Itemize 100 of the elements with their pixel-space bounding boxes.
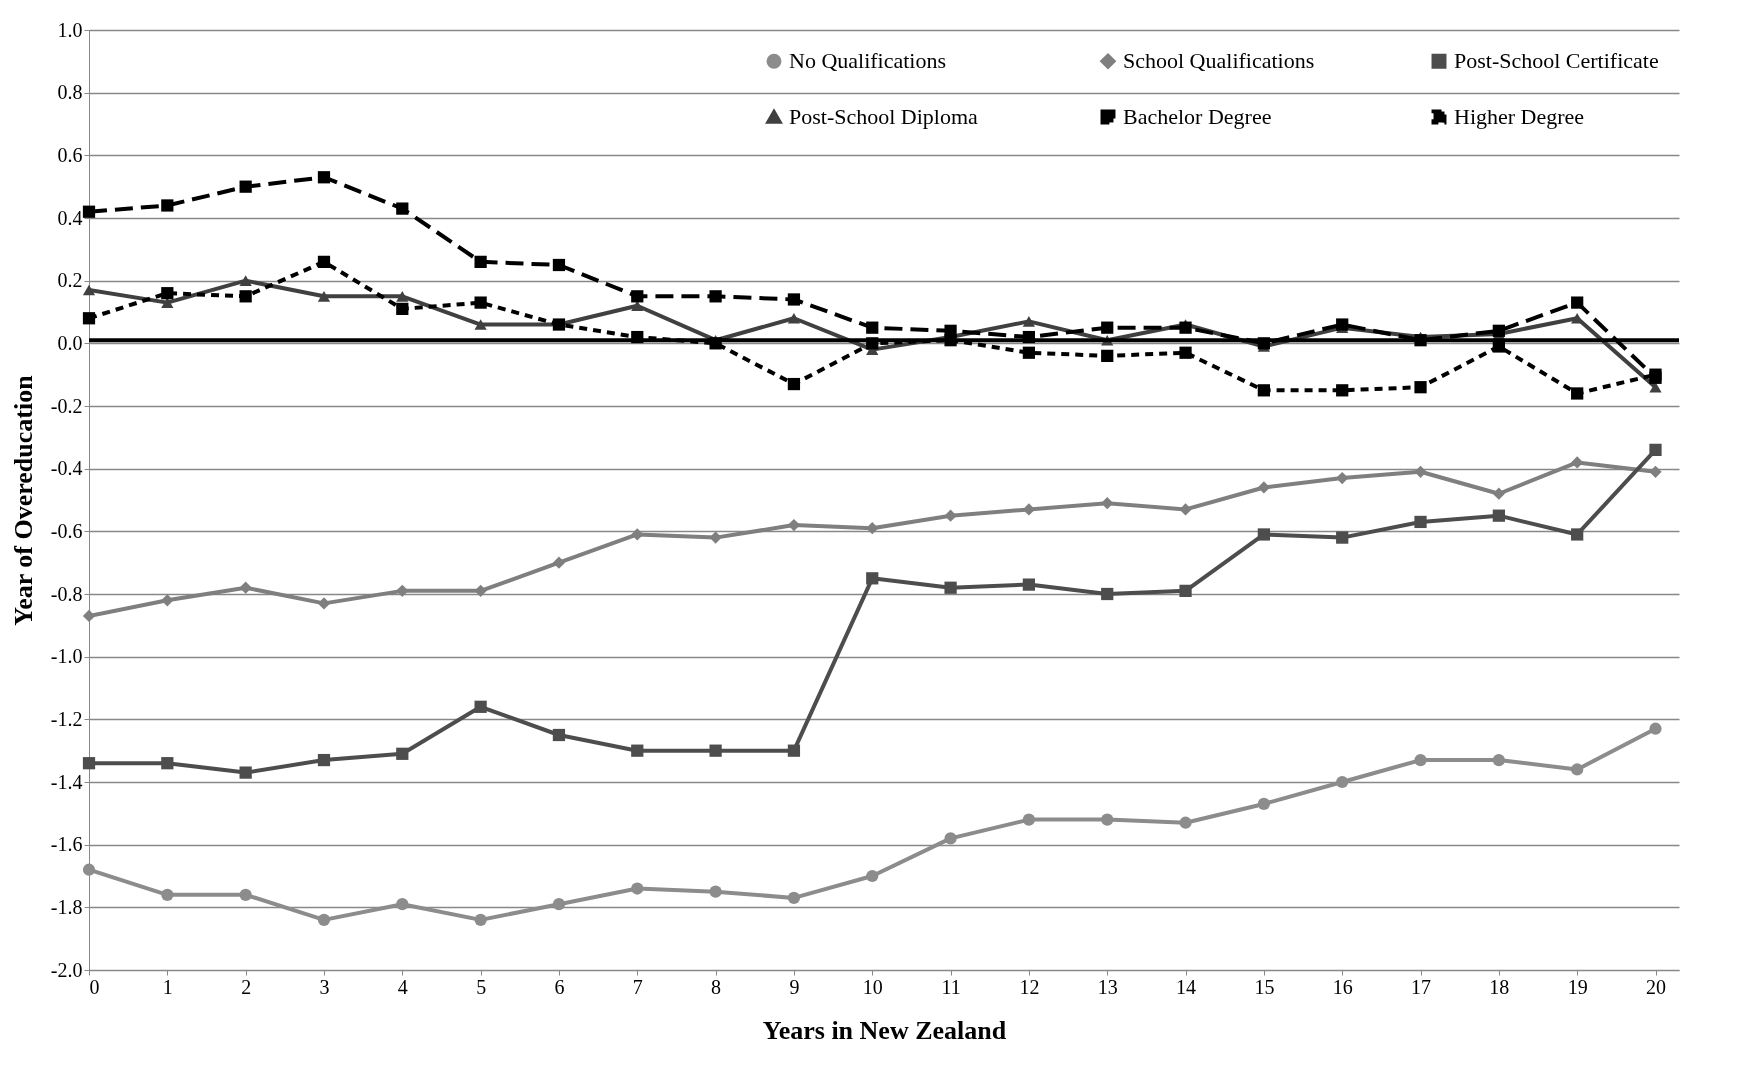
x-tick-label: 9 (789, 975, 800, 998)
point (1336, 384, 1349, 397)
y-tick-label: 0.8 (57, 81, 83, 104)
point (1571, 296, 1584, 309)
point (1179, 321, 1192, 334)
point (787, 312, 801, 324)
x-tick-label: 16 (1332, 975, 1353, 998)
point (239, 766, 252, 779)
point (474, 700, 487, 713)
point (1571, 387, 1584, 400)
y-tick-label: -1.8 (50, 895, 83, 918)
point (1101, 813, 1114, 826)
x-tick-label: 18 (1489, 975, 1510, 998)
y-tick-label: -1.4 (50, 770, 83, 793)
point (1179, 584, 1192, 597)
point (1179, 346, 1192, 359)
point (317, 291, 331, 302)
y-tick-label: -0.2 (50, 394, 83, 417)
point (944, 509, 957, 522)
point (82, 863, 96, 876)
y-tick-label: -0.4 (50, 457, 83, 480)
point (787, 293, 801, 306)
point (474, 255, 487, 268)
x-tick-label: 1 (162, 975, 173, 998)
point (787, 377, 801, 391)
y-tick-label: -1.0 (50, 645, 83, 668)
point (161, 594, 174, 607)
point (1022, 503, 1036, 516)
y-axis-title: Year of Overeducation (8, 374, 38, 626)
point (239, 290, 252, 303)
legend-label: Post-School Diploma (789, 104, 979, 129)
point (82, 757, 96, 770)
point (1336, 318, 1349, 331)
x-tick-label: 17 (1411, 975, 1432, 998)
legend-label: School Qualifications (1123, 48, 1315, 74)
point (552, 556, 566, 569)
point (161, 287, 174, 300)
point (474, 319, 487, 330)
point (317, 753, 331, 767)
point (1492, 324, 1505, 337)
y-tick-label: -0.6 (50, 519, 83, 542)
point (631, 744, 644, 757)
y-tick-label: 1.0 (57, 18, 83, 41)
point (82, 312, 96, 325)
point (474, 913, 487, 926)
point (161, 757, 174, 770)
y-tick-label: 0.4 (57, 206, 83, 229)
point (1257, 384, 1270, 397)
point (317, 255, 331, 268)
x-tick-label: 20 (1646, 975, 1666, 998)
y-tick-label: -1.6 (50, 833, 83, 856)
point (1101, 587, 1114, 601)
x-tick-label: 2 (241, 975, 252, 998)
point (709, 290, 722, 303)
legend-label: Bachelor Degree (1123, 104, 1272, 129)
x-tick-label: 19 (1567, 975, 1588, 998)
point (239, 275, 252, 286)
x-tick-label: 12 (1019, 975, 1040, 998)
x-tick-label: 10 (862, 975, 883, 998)
point (709, 744, 722, 757)
point (317, 913, 331, 926)
point (866, 572, 879, 585)
point (82, 284, 96, 296)
point (1336, 775, 1349, 789)
point (944, 581, 957, 594)
point (396, 898, 409, 911)
y-tick-label: -0.8 (50, 582, 83, 605)
point (1414, 381, 1427, 394)
y-tick-label: -1.2 (50, 707, 83, 730)
point (787, 744, 801, 757)
x-tick-label: 3 (319, 975, 330, 998)
legend-label: Post-School Certificate (1454, 48, 1659, 74)
point (552, 728, 566, 742)
point (787, 518, 801, 532)
point (474, 296, 487, 309)
point (396, 202, 409, 215)
point (1257, 528, 1270, 541)
point (1257, 797, 1270, 811)
point (239, 888, 252, 901)
point (1022, 813, 1036, 826)
point (1336, 471, 1349, 485)
point (1101, 349, 1114, 362)
y-tick-label: -2.0 (50, 958, 83, 981)
point (239, 581, 252, 594)
point (396, 291, 409, 302)
point (866, 321, 879, 334)
x-tick-label: 7 (632, 975, 643, 998)
point (866, 869, 879, 883)
y-tick-label: 0.2 (57, 269, 83, 292)
point (552, 898, 566, 911)
point (709, 885, 722, 898)
x-tick-label: 0 (89, 975, 100, 998)
point (1179, 816, 1192, 829)
point (631, 290, 644, 303)
x-tick-label: 5 (476, 975, 487, 998)
point (82, 205, 96, 218)
point (317, 171, 331, 184)
x-tick-label: 4 (397, 975, 408, 998)
point (1649, 443, 1662, 456)
point (1414, 515, 1427, 529)
